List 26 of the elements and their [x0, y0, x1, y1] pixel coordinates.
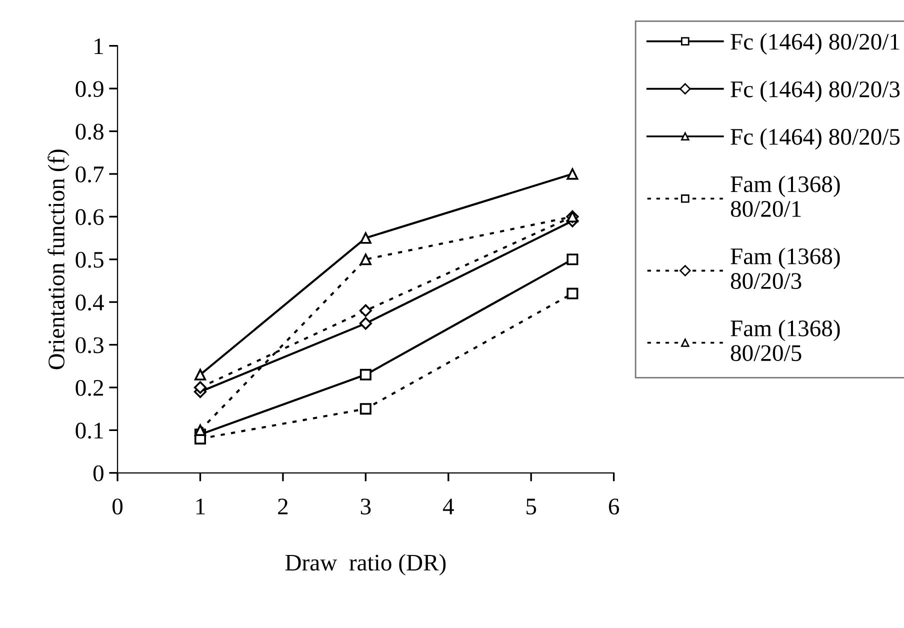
x-tick-label: 4: [442, 498, 454, 514]
y-tick-label: 0: [93, 465, 104, 482]
y-axis-title: Orientation function (f): [48, 150, 70, 370]
legend-label: Fc (1464) 80/20/3: [730, 80, 900, 102]
y-tick-label: 0.8: [76, 124, 104, 140]
x-tick-label: 2: [278, 498, 288, 514]
y-tick-label: 0.3: [76, 337, 104, 354]
x-tick-label: 6: [608, 498, 620, 514]
x-tick-label: 5: [526, 498, 536, 514]
y-tick-label: 0.6: [76, 209, 104, 226]
legend-label: Fam (1368) 80/20/1: [730, 176, 840, 217]
legend-label: Fam (1368) 80/20/3: [730, 248, 840, 289]
y-tick-label: 0.5: [76, 252, 104, 268]
legend-label: Fam (1368) 80/20/5: [730, 320, 840, 362]
x-tick-label: 1: [196, 498, 205, 514]
y-tick-label: 1: [94, 38, 103, 54]
y-tick-label: 0.2: [76, 380, 104, 396]
legend-label: Fc (1464) 80/20/1: [730, 33, 900, 55]
y-tick-label: 0.1: [76, 422, 103, 439]
y-tick-label: 0.4: [76, 294, 104, 311]
x-tick-label: 3: [360, 498, 371, 514]
y-tick-label: 0.7: [76, 166, 104, 182]
x-tick-label: 0: [112, 498, 123, 514]
y-tick-label: 0.9: [76, 81, 104, 98]
x-axis-title: Draw ratio (DR): [285, 554, 446, 576]
legend-label: Fc (1464) 80/20/5: [730, 128, 900, 150]
